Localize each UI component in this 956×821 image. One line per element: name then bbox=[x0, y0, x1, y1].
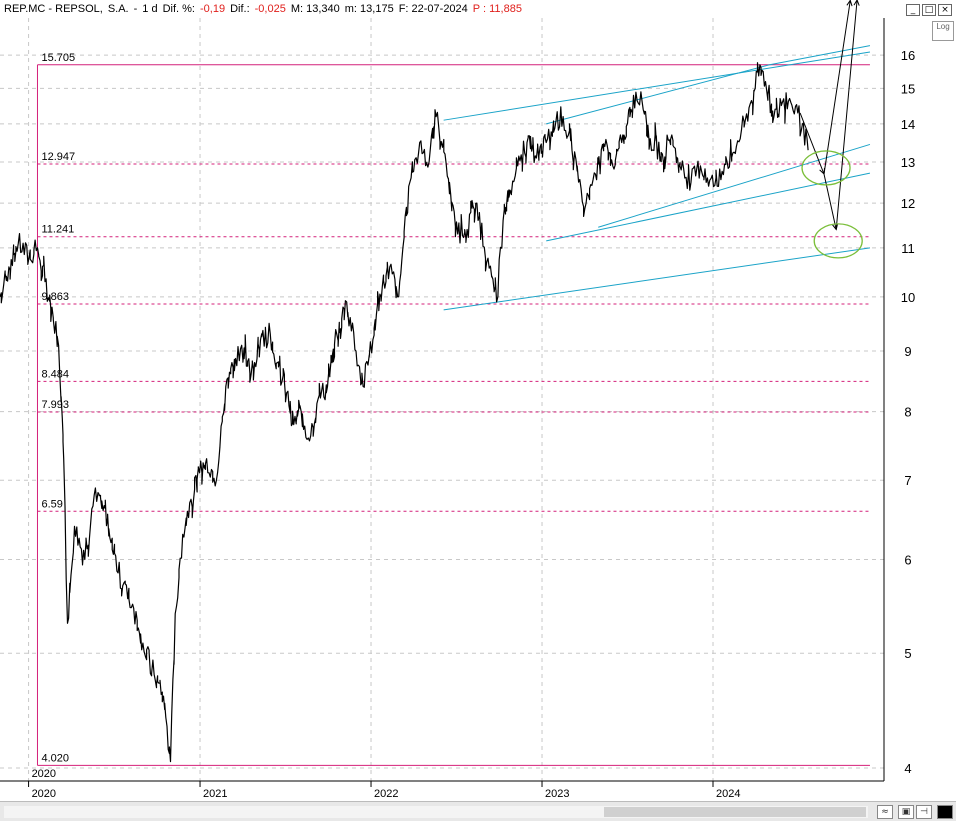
minimize-button[interactable]: _ bbox=[906, 4, 920, 16]
y-tick-label: 13 bbox=[901, 155, 915, 170]
fib-level-label: 6.59 bbox=[41, 498, 62, 510]
y-tick-label: 8 bbox=[904, 405, 911, 420]
projection-arrowhead bbox=[853, 0, 860, 6]
channel-line bbox=[443, 51, 871, 121]
y-tick-label: 11 bbox=[901, 241, 915, 256]
min-label: m: 13,175 bbox=[344, 3, 394, 15]
bottom-toolbar: ≈ ▣ ⊣ bbox=[0, 801, 956, 821]
scrollbar-thumb[interactable] bbox=[604, 807, 866, 817]
y-tick-label: 16 bbox=[901, 48, 915, 63]
date-label: F: 22-07-2024 bbox=[398, 3, 468, 15]
save-icon[interactable]: ▣ bbox=[898, 805, 914, 819]
company-suffix: S.A. bbox=[107, 3, 129, 15]
dif-label: Dif.: bbox=[230, 3, 250, 15]
fib-level-label: 7.993 bbox=[41, 399, 69, 411]
price-label: P : 11,885 bbox=[472, 3, 522, 15]
price-chart[interactable]: 15.705 12.947 11.241 9.863 8.484 7.993 6.59 4.0… bbox=[0, 0, 956, 801]
symbol-label: REP.MC - REPSOL, bbox=[4, 3, 103, 15]
projection-arrows bbox=[799, 0, 860, 231]
y-tick-label: 12 bbox=[901, 196, 915, 211]
horizontal-scrollbar[interactable] bbox=[4, 806, 868, 818]
color-swatch-icon[interactable] bbox=[937, 805, 953, 819]
pin-icon[interactable]: ⊣ bbox=[916, 805, 932, 819]
price-line bbox=[0, 62, 809, 763]
fibonacci-levels: 15.705 12.947 11.241 9.863 8.484 7.993 6.59 4.0… bbox=[36, 52, 870, 766]
channel-lines bbox=[443, 45, 871, 311]
header-separator: - bbox=[133, 3, 138, 15]
x-tick-label: 2022 bbox=[374, 788, 398, 800]
channel-line bbox=[598, 143, 871, 228]
y-tick-label: 14 bbox=[901, 117, 915, 132]
projection-path bbox=[799, 0, 858, 230]
y-tick-label: 4 bbox=[904, 761, 911, 776]
fib-level-label: 9.863 bbox=[41, 291, 69, 303]
dif-pct-label: Dif. %: bbox=[162, 3, 195, 15]
chart-header: REP.MC - REPSOL, S.A. -1 d Dif. %: -0,19 Dif.… bbox=[4, 3, 527, 19]
x-tick-label: 2023 bbox=[545, 788, 569, 800]
y-tick-label: 5 bbox=[904, 646, 911, 661]
projection-arrowhead bbox=[846, 0, 853, 7]
x-tick-label: 2020 bbox=[32, 788, 56, 800]
target-zone-ellipse bbox=[813, 223, 863, 259]
axes: 4 5 6 7 8 9 10 11 12 13 14 15 16 2020 2021 2022 2023 2024… bbox=[0, 18, 915, 800]
close-button[interactable]: × bbox=[938, 4, 952, 16]
y-tick-label: 7 bbox=[904, 473, 911, 488]
channel-line bbox=[443, 247, 871, 311]
fib-level-label: 4.020 bbox=[41, 752, 69, 764]
dif-value: -0,025 bbox=[254, 3, 286, 15]
channel-line bbox=[546, 64, 770, 125]
period-label: 1 d bbox=[142, 3, 158, 15]
grid-layer bbox=[0, 18, 884, 781]
window-controls: _ □ × bbox=[906, 4, 952, 16]
max-label: M: 13,340 bbox=[290, 3, 340, 15]
log-scale-label: Log bbox=[936, 22, 950, 31]
channel-line bbox=[546, 172, 871, 242]
projection-path bbox=[823, 0, 851, 175]
target-zone-ellipse bbox=[801, 150, 851, 186]
expand-icon[interactable]: ≈ bbox=[877, 805, 893, 819]
y-tick-label: 6 bbox=[904, 553, 911, 568]
fib-level-label: 8.484 bbox=[41, 368, 69, 380]
y-tick-label: 9 bbox=[904, 344, 911, 359]
fib-level-label: 15.705 bbox=[41, 52, 75, 64]
x-tick-label: 2021 bbox=[203, 788, 227, 800]
projection-arrowhead bbox=[832, 223, 839, 231]
target-zones bbox=[801, 150, 863, 259]
dif-pct-value: -0,19 bbox=[200, 3, 226, 15]
y-tick-label: 15 bbox=[901, 81, 915, 96]
x-start-marker: 2020 bbox=[32, 768, 56, 780]
x-tick-label: 2024 bbox=[716, 788, 740, 800]
fib-level-label: 12.947 bbox=[41, 151, 75, 163]
y-tick-label: 10 bbox=[901, 290, 915, 305]
channel-line bbox=[769, 45, 871, 66]
log-scale-button[interactable]: Log bbox=[932, 21, 954, 41]
price-series bbox=[0, 62, 809, 763]
fib-level-label: 11.241 bbox=[41, 224, 74, 236]
maximize-button[interactable]: □ bbox=[922, 4, 936, 16]
